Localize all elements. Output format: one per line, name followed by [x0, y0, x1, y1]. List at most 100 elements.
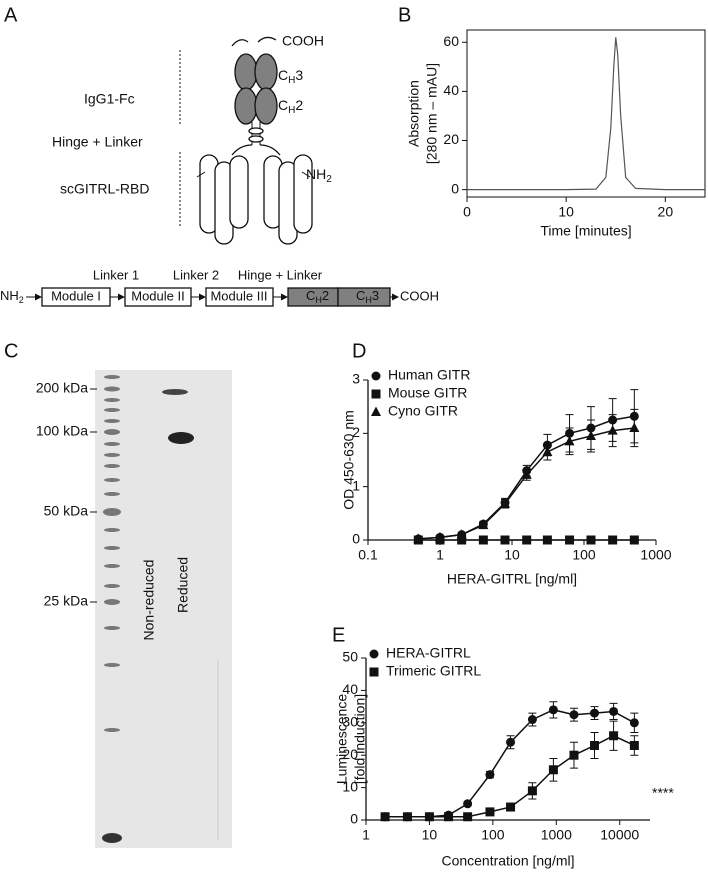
- linker-label: Hinge + Linker: [238, 267, 323, 282]
- construct-diagram: NH2 Module I Module II Module III CH2 CH…: [0, 267, 439, 307]
- point: [456, 529, 467, 539]
- label: NH2: [0, 288, 24, 305]
- gel: 200 kDa 100 kDa 50 kDa 25 kDa Non-reduce…: [36, 370, 232, 848]
- y-tick-label: 0: [451, 180, 459, 196]
- point: [371, 371, 381, 381]
- x-tick-label: 1000: [640, 547, 671, 563]
- x-tick-label: 0: [463, 204, 471, 220]
- point: [371, 389, 381, 399]
- x-tick-label: 100: [572, 547, 596, 563]
- marker-label: 50 kDa: [44, 503, 89, 519]
- x-axis-label: HERA-GITRL [ng/ml]: [447, 571, 577, 587]
- point: [500, 535, 510, 545]
- panel-label: C: [4, 340, 18, 362]
- y-axis-label: Luminescence: [334, 694, 350, 784]
- point: [424, 812, 434, 822]
- point: [629, 740, 639, 750]
- point: [506, 802, 516, 812]
- label: Hinge + Linker: [52, 134, 143, 150]
- data-line: [467, 37, 705, 191]
- point: [609, 731, 619, 741]
- point: [369, 667, 379, 677]
- point: [478, 535, 488, 545]
- panel-label: E: [332, 624, 345, 646]
- point: [569, 710, 579, 720]
- label: scGITRL-RBD: [60, 181, 149, 197]
- point: [527, 715, 537, 725]
- lane-label: Reduced: [175, 557, 191, 613]
- point: [478, 519, 489, 530]
- point: [380, 812, 390, 822]
- module-label: Module I: [51, 288, 101, 303]
- x-tick-label: 10: [422, 827, 438, 843]
- y-axis-label: [fold induction]: [352, 694, 368, 784]
- legend-label: Cyno GITR: [388, 403, 458, 419]
- x-tick-label: 20: [658, 204, 674, 220]
- y-tick-label: 20: [342, 746, 358, 762]
- panel-label: D: [352, 340, 366, 362]
- y-axis-label: [280 nm – mAU]: [424, 63, 440, 164]
- point: [435, 531, 445, 542]
- panel-label: A: [4, 4, 18, 26]
- point: [506, 737, 516, 747]
- point: [463, 812, 473, 822]
- point: [485, 770, 495, 780]
- x-tick-label: 10: [504, 547, 520, 563]
- point: [457, 535, 467, 545]
- point: [500, 498, 511, 508]
- point: [522, 535, 532, 545]
- marker-label: 25 kDa: [44, 593, 89, 609]
- point: [589, 708, 599, 718]
- domain-label: CH2: [306, 288, 329, 305]
- x-tick-label: 10000: [600, 827, 639, 843]
- x-tick-label: 10: [558, 204, 574, 220]
- point: [369, 649, 379, 659]
- label: NH2: [306, 166, 332, 185]
- point: [609, 706, 619, 716]
- label: CH3: [278, 67, 303, 86]
- label: COOH: [282, 33, 324, 49]
- y-tick-label: 0: [350, 811, 358, 827]
- y-tick-label: 3: [352, 371, 360, 387]
- x-tick-label: 1: [362, 827, 370, 843]
- legend-label: Trimeric GITRL: [386, 663, 481, 679]
- molecule-diagram: IgG1-Fc Hinge + Linker scGITRL-RBD COOH …: [52, 33, 332, 245]
- point: [413, 533, 424, 543]
- point: [589, 740, 599, 750]
- y-axis-label: OD 450-630 nm: [341, 410, 357, 510]
- legend-label: Mouse GITR: [388, 385, 467, 401]
- lane-label: Non-reduced: [141, 560, 157, 641]
- x-tick-label: 0.1: [358, 547, 378, 563]
- module-label: Module III: [210, 288, 267, 303]
- point: [565, 535, 575, 545]
- point: [585, 430, 596, 440]
- plot-frame: [466, 29, 706, 198]
- point: [629, 718, 639, 728]
- y-tick-label: 20: [443, 131, 459, 147]
- x-axis-label: Concentration [ng/ml]: [441, 853, 574, 869]
- y-tick-label: 30: [342, 714, 358, 730]
- x-tick-label: 100: [481, 827, 505, 843]
- gel-background: [95, 370, 232, 848]
- module-label: Module II: [131, 288, 184, 303]
- ladder: [102, 375, 122, 843]
- point: [444, 812, 454, 822]
- point: [569, 750, 579, 760]
- y-tick-label: 40: [342, 681, 358, 697]
- data-line: [385, 709, 635, 818]
- x-tick-label: 1: [436, 547, 444, 563]
- y-tick-label: 0: [352, 531, 360, 547]
- y-tick-label: 60: [443, 33, 459, 49]
- y-tick-label: 40: [443, 82, 459, 98]
- linker-label: Linker 2: [173, 267, 219, 282]
- point: [564, 435, 575, 446]
- point: [371, 406, 381, 416]
- point: [607, 425, 618, 435]
- annotation: ****: [652, 785, 674, 801]
- point: [463, 799, 473, 809]
- point: [521, 469, 532, 479]
- y-tick-label: 10: [342, 778, 358, 794]
- x-tick-label: 1000: [541, 827, 572, 843]
